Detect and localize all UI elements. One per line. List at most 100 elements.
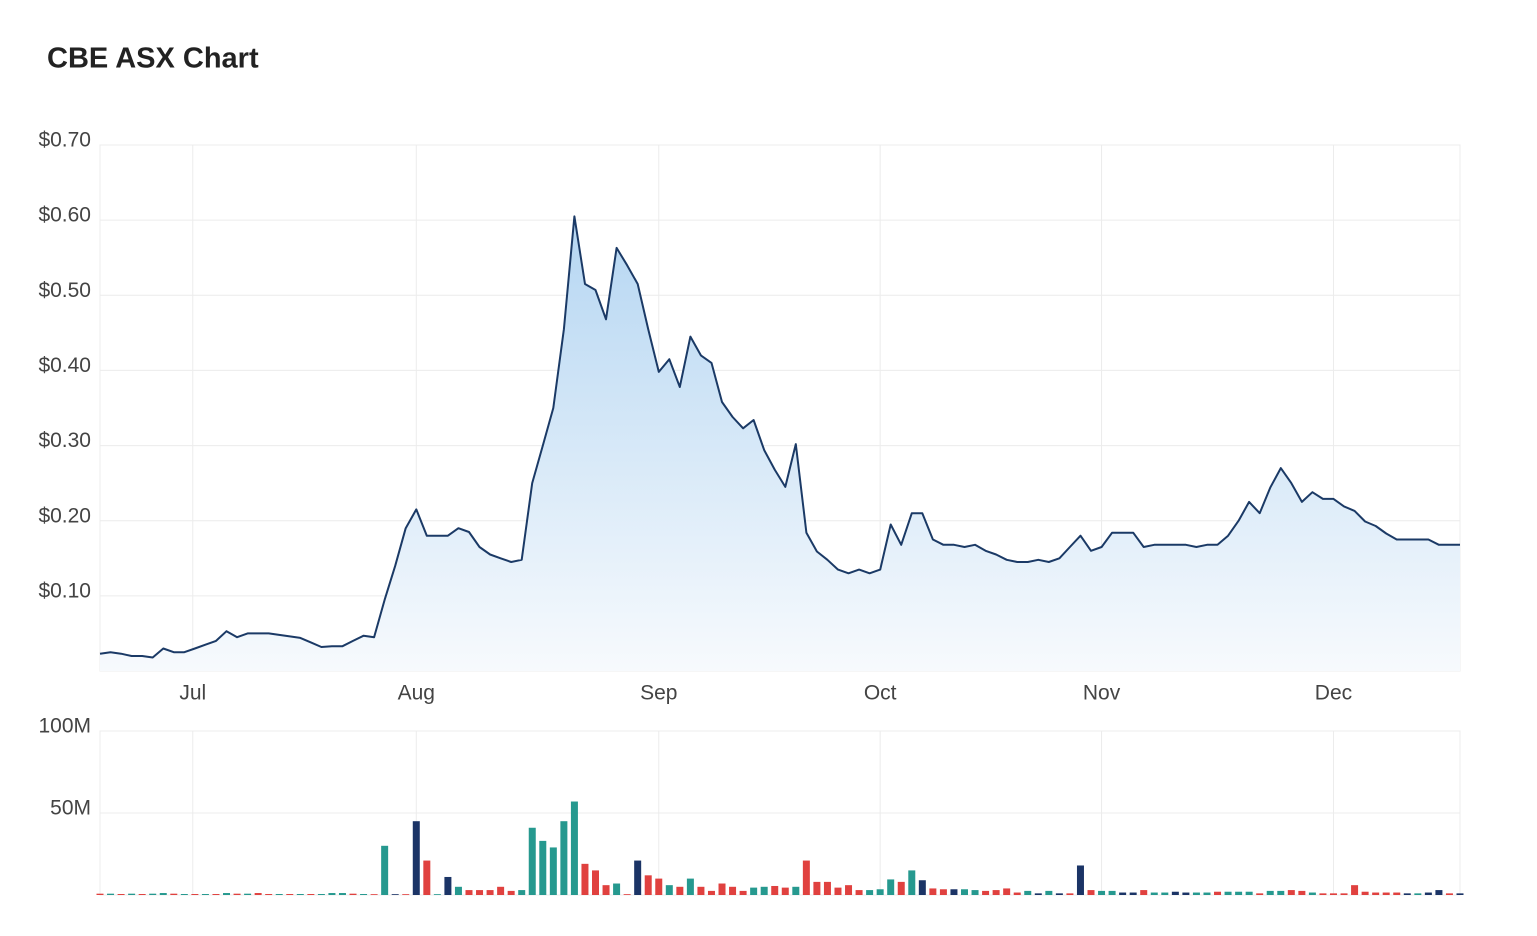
volume-bar xyxy=(739,890,747,895)
x-tick-label: Nov xyxy=(1083,682,1121,705)
volume-bar xyxy=(391,894,399,895)
volume-bar xyxy=(1045,890,1053,895)
volume-bar xyxy=(454,886,462,895)
chart-title: CBE ASX Chart xyxy=(47,43,259,75)
volume-bar xyxy=(971,890,979,895)
volume-bar xyxy=(1287,890,1295,895)
x-tick-label: Jul xyxy=(179,682,206,705)
volume-bar xyxy=(117,894,125,895)
volume-bar xyxy=(138,894,146,895)
volume-bar xyxy=(1013,892,1021,895)
volume-bar xyxy=(518,890,526,895)
volume-bar xyxy=(697,886,705,895)
volume-bar xyxy=(370,894,378,895)
volume-bar xyxy=(201,894,209,895)
volume-bar xyxy=(223,893,231,895)
y-tick-label: $0.10 xyxy=(38,579,91,602)
volume-bar xyxy=(1108,890,1116,895)
volume-bar xyxy=(1235,891,1243,895)
volume-bar xyxy=(1119,892,1127,895)
volume-bar xyxy=(412,821,420,895)
volume-bar xyxy=(1298,890,1306,895)
volume-bar xyxy=(581,863,589,895)
volume-bar xyxy=(570,801,578,895)
volume-bar xyxy=(750,887,758,895)
volume-bar xyxy=(992,890,1000,895)
volume-bar xyxy=(613,883,621,895)
volume-bar xyxy=(781,887,789,895)
plot-frame xyxy=(99,730,1461,896)
volume-bar xyxy=(1203,892,1211,895)
volume-bar xyxy=(908,870,916,895)
volume-bar xyxy=(1382,892,1390,895)
volume-bar xyxy=(718,883,726,895)
volume-bar xyxy=(338,893,346,895)
y-tick-label: $0.20 xyxy=(38,504,91,527)
volume-bar xyxy=(180,894,188,895)
volume-bar xyxy=(1055,893,1063,895)
volume-bar xyxy=(655,878,663,895)
volume-bar xyxy=(539,840,547,895)
volume-bar xyxy=(360,894,368,895)
volume-bar xyxy=(1098,890,1106,895)
volume-bar xyxy=(286,894,294,895)
volume-bar xyxy=(1192,892,1200,895)
volume-bar xyxy=(402,894,410,895)
volume-bar xyxy=(792,886,800,895)
volume-bar xyxy=(1372,892,1380,895)
volume-bar xyxy=(1024,890,1032,895)
volume-bar xyxy=(665,885,673,895)
volume-bar xyxy=(845,885,853,895)
volume-bar xyxy=(465,890,473,895)
volume-bar xyxy=(1403,893,1411,895)
volume-bar xyxy=(592,870,600,895)
volume-bar xyxy=(254,893,262,895)
volume-bar xyxy=(1329,893,1337,895)
volume-bar xyxy=(444,876,452,895)
y-tick-label: $0.30 xyxy=(38,429,91,452)
volume-bar xyxy=(476,890,484,895)
volume-bar xyxy=(707,890,715,895)
volume-bar xyxy=(1245,891,1253,895)
volume-bar xyxy=(1150,892,1158,895)
volume-bar xyxy=(982,890,990,895)
volume-bar xyxy=(528,827,536,895)
volume-bar xyxy=(265,894,273,895)
y-tick-label: $0.50 xyxy=(38,279,91,302)
volume-bar xyxy=(381,845,389,895)
volume-bar xyxy=(1076,865,1084,895)
volume-bar xyxy=(1161,892,1169,895)
volume-bar xyxy=(1182,892,1190,895)
volume-bar xyxy=(1129,892,1137,895)
volume-bar xyxy=(1034,893,1042,895)
volume-bar xyxy=(1393,892,1401,895)
volume-bar xyxy=(1066,893,1074,895)
volume-bar xyxy=(486,890,494,895)
volume-bar xyxy=(275,894,283,895)
volume-bar xyxy=(802,860,810,895)
volume-bar xyxy=(1140,890,1148,895)
volume-bar xyxy=(170,893,178,895)
volume-bar xyxy=(349,893,357,895)
volume-bar xyxy=(876,889,884,895)
volume-bar xyxy=(918,880,926,895)
volume-bar xyxy=(887,879,895,895)
volume-bar xyxy=(866,890,874,895)
volume-bar xyxy=(1087,890,1095,895)
volume-bar xyxy=(96,893,104,895)
volume-bar xyxy=(686,878,694,895)
volume-bar xyxy=(960,889,968,895)
volume-bar xyxy=(1277,890,1285,895)
volume-bar xyxy=(296,894,304,895)
volume-bar xyxy=(1340,893,1348,895)
x-tick-label: Dec xyxy=(1315,682,1352,705)
volume-bar xyxy=(128,893,136,895)
volume-bar xyxy=(1445,893,1453,895)
volume-bar xyxy=(497,886,505,895)
volume-bar xyxy=(729,886,737,895)
volume-bar xyxy=(1414,893,1422,895)
price-area xyxy=(100,216,1460,671)
volume-bar xyxy=(760,886,768,895)
volume-bar xyxy=(1435,890,1443,895)
